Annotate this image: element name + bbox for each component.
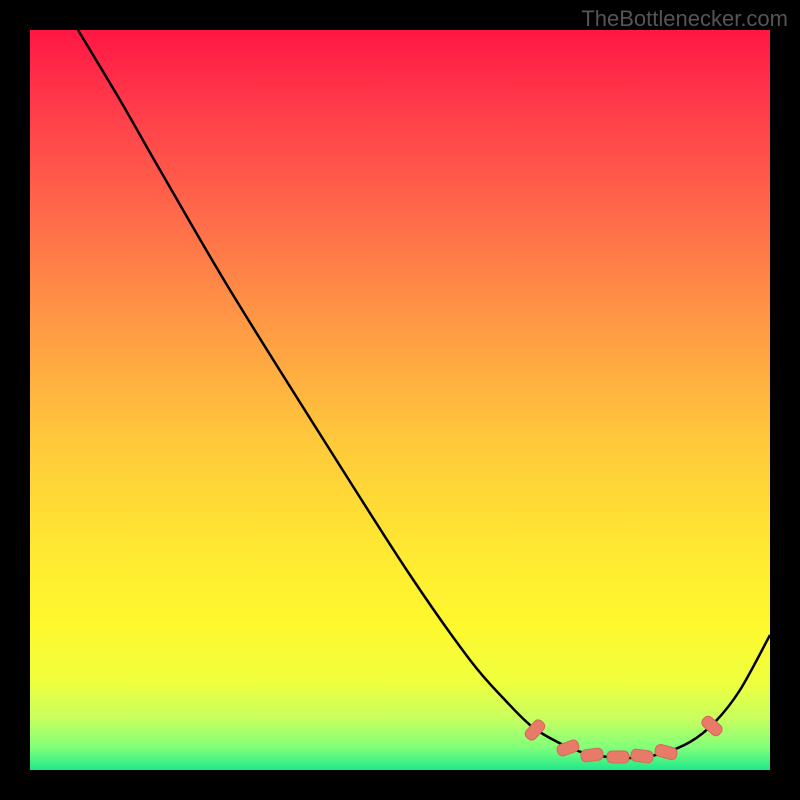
- curve-marker: [556, 739, 581, 758]
- curve-marker: [630, 749, 653, 764]
- watermark-text: TheBottlenecker.com: [581, 6, 788, 32]
- bottleneck-curve: [78, 30, 770, 758]
- plot-area: [30, 30, 770, 770]
- curve-marker: [654, 743, 678, 760]
- chart-svg: [30, 30, 770, 770]
- curve-marker: [580, 748, 603, 763]
- curve-marker: [607, 751, 629, 763]
